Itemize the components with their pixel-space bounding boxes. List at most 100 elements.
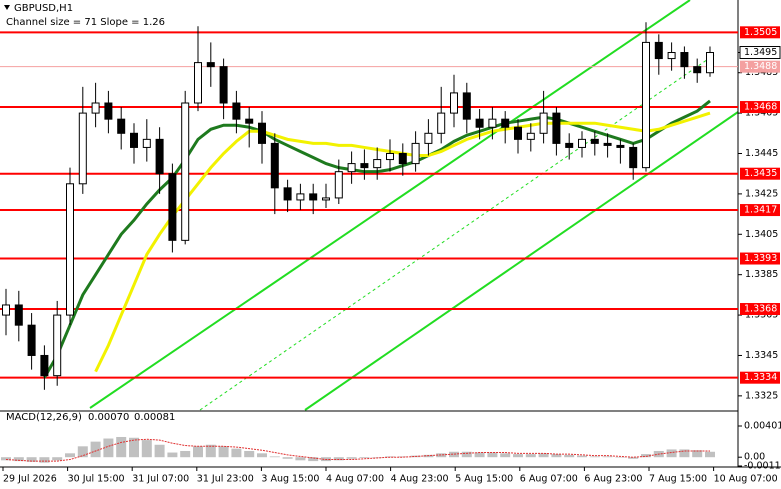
channel-middle	[199, 54, 715, 411]
macd-bar	[52, 457, 63, 461]
x-tick-label: 6 Aug 23:00	[584, 474, 642, 485]
x-tick-label: 7 Aug 15:00	[649, 474, 707, 485]
level-label-box	[740, 252, 780, 265]
macd-bar	[436, 453, 447, 458]
x-tick-label: 31 Jul 23:00	[197, 474, 254, 485]
macd-bar	[346, 457, 357, 459]
level-label: 1.3393	[744, 253, 777, 264]
macd-bar	[333, 457, 344, 461]
channel-lower	[304, 111, 739, 411]
macd-bar	[90, 441, 101, 458]
level-label: 1.3368	[744, 304, 777, 315]
candle-body	[78, 112, 87, 185]
macd-bar	[308, 457, 319, 462]
candle-body	[488, 118, 497, 128]
candle-body	[386, 152, 394, 161]
chart-title: GBPUSD,H1	[14, 3, 73, 14]
candle-body	[526, 132, 535, 140]
candle-body	[309, 193, 318, 201]
candle-body	[629, 146, 638, 169]
level-label: 1.3334	[744, 372, 777, 383]
candle-body	[258, 122, 266, 144]
macd-bar	[193, 446, 203, 458]
candle-body	[462, 92, 471, 120]
macd-bar	[602, 456, 613, 458]
candle-body	[424, 132, 433, 144]
macd-bar	[397, 456, 408, 458]
macd-y-tick-label: -0.00113	[744, 461, 781, 472]
macd-y-tick-label: 0.00	[744, 452, 765, 463]
y-tick-label: 1.3325	[745, 390, 778, 401]
candle-body	[578, 138, 586, 148]
candle-body	[514, 126, 522, 140]
level-label-box	[740, 101, 780, 114]
candle-body	[283, 187, 292, 201]
candle-body	[130, 132, 138, 148]
candle-body	[219, 66, 228, 104]
level-label-box	[740, 371, 780, 384]
macd-bar	[538, 453, 549, 458]
x-tick-label: 3 Aug 15:00	[261, 474, 319, 485]
candle-body	[437, 112, 446, 134]
y-tick-label: 1.3385	[745, 269, 778, 280]
macd-bar	[577, 455, 587, 458]
signal-value: 0.00081	[134, 412, 175, 423]
candle-body	[66, 183, 74, 316]
level-label-box	[740, 204, 780, 217]
macd-bar	[167, 452, 178, 458]
macd-bar	[474, 452, 485, 458]
candle-body	[117, 118, 126, 134]
macd-bar	[205, 444, 216, 458]
macd-bar	[13, 457, 24, 462]
macd-bar	[705, 451, 715, 458]
macd-bar	[564, 454, 575, 458]
macd-value: 0.00070	[88, 412, 129, 423]
macd-bar	[1, 457, 11, 461]
y-tick-label: 1.3405	[745, 229, 778, 240]
macd-y-tick-label: 0.00401	[744, 421, 781, 432]
macd-bar	[449, 451, 459, 458]
macd-bar	[628, 457, 639, 459]
candle-body	[693, 66, 702, 74]
macd-bar	[116, 436, 127, 458]
candle-body	[411, 142, 420, 165]
candle-body	[142, 138, 151, 148]
candle-body	[168, 173, 177, 241]
candle-body	[296, 193, 305, 201]
title-arrow	[4, 5, 10, 10]
candle-body	[667, 52, 676, 60]
x-tick-label: 10 Aug 07:00	[714, 474, 778, 485]
level-label-box	[740, 303, 780, 316]
candle-body	[14, 304, 23, 326]
candle-body	[398, 152, 407, 165]
macd-bar	[26, 457, 37, 462]
level-label: 1.3417	[744, 205, 777, 216]
macd-bar	[103, 438, 114, 458]
candle-body	[2, 304, 10, 316]
x-tick-label: 29 Jul 2026	[3, 474, 57, 485]
y-tick-label: 1.3345	[745, 350, 778, 361]
macd-bar	[666, 449, 677, 458]
candle-body	[450, 92, 458, 114]
macd-bar	[589, 456, 600, 458]
candle-body	[53, 314, 62, 377]
candle-body	[616, 144, 625, 148]
ask-label: 1.3488	[744, 61, 777, 72]
candle-body	[232, 102, 241, 120]
candle-body	[565, 142, 574, 148]
macd-bar	[372, 457, 383, 458]
channel-upper	[89, 0, 691, 409]
macd-bar	[461, 451, 472, 458]
macd-bar	[282, 457, 293, 459]
macd-bar	[129, 437, 139, 458]
macd-bar	[180, 450, 191, 458]
candle-body	[360, 163, 369, 169]
macd-bar	[513, 454, 523, 458]
candle-body	[552, 112, 561, 144]
macd-bar	[525, 454, 536, 458]
candle-body	[27, 324, 36, 356]
level-label: 1.3468	[744, 102, 777, 113]
x-tick-label: 6 Aug 07:00	[520, 474, 578, 485]
